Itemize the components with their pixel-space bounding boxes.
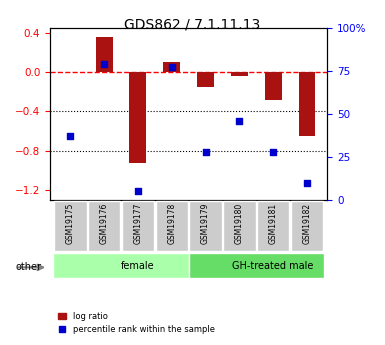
Point [67,134,74,139]
FancyBboxPatch shape [54,253,189,278]
Text: GSM19179: GSM19179 [201,203,210,244]
Text: female: female [121,261,155,270]
FancyBboxPatch shape [257,201,290,251]
Text: other: other [15,263,42,272]
Text: GSM19176: GSM19176 [100,203,109,244]
Bar [129,72,146,162]
Point [203,149,209,155]
FancyBboxPatch shape [156,201,188,251]
Text: GSM19180: GSM19180 [235,203,244,244]
Point [169,65,175,70]
Bar [265,72,281,100]
FancyBboxPatch shape [189,253,324,278]
FancyBboxPatch shape [189,201,222,251]
FancyBboxPatch shape [54,201,87,251]
Point [304,180,310,186]
Bar [298,72,315,136]
FancyBboxPatch shape [291,201,323,251]
FancyBboxPatch shape [223,201,256,251]
Bar [163,62,180,72]
Bar [231,72,248,76]
FancyBboxPatch shape [122,201,154,251]
Text: GSM19175: GSM19175 [66,203,75,244]
Point [270,149,276,155]
FancyBboxPatch shape [88,201,121,251]
Legend: log ratio, percentile rank within the sample: log ratio, percentile rank within the sa… [54,308,218,337]
Bar [197,72,214,87]
Point [135,189,141,194]
Bar [96,38,112,72]
Text: GSM19182: GSM19182 [303,203,311,244]
Text: GSM19178: GSM19178 [167,203,176,244]
Text: GSM19177: GSM19177 [134,203,142,244]
Text: GH-treated male: GH-treated male [233,261,314,270]
Text: GDS862 / 7.1.11.13: GDS862 / 7.1.11.13 [124,17,261,31]
Point [101,61,107,67]
Point [236,118,243,124]
Text: GSM19181: GSM19181 [269,203,278,244]
